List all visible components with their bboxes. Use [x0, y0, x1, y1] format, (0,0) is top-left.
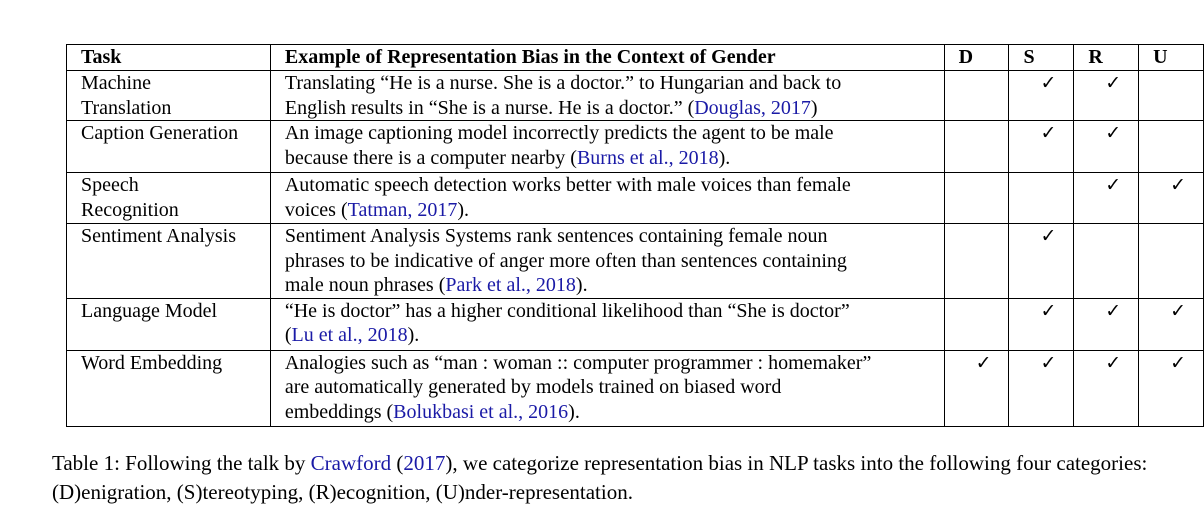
caption-paren-close: ) — [445, 451, 453, 475]
citation-close: ). — [575, 274, 588, 296]
citation-close: ). — [568, 400, 580, 423]
table-row-speech-recognition: Speech Recognition Automatic speech dete… — [66, 172, 1204, 224]
citation-link[interactable]: Park et al., 2018 — [445, 274, 576, 296]
check-s: ✓ — [1008, 120, 1075, 173]
task-line: Machine — [81, 72, 151, 94]
check-d — [943, 297, 1010, 351]
check-d: ✓ — [943, 349, 1010, 427]
check-r: ✓ — [1073, 70, 1140, 121]
example-line: An image captioning model incorrectly pr… — [284, 122, 834, 144]
check-u: ✓ — [1138, 349, 1204, 427]
caption-prefix: Table 1: Following the talk by — [52, 451, 311, 475]
task-line: Speech — [81, 174, 139, 196]
table-row-sentiment-analysis: Sentiment Analysis Sentiment Analysis Sy… — [66, 223, 1204, 299]
check-s: ✓ — [1008, 70, 1075, 121]
task-cell: Sentiment Analysis — [66, 223, 271, 299]
check-s: ✓ — [1008, 349, 1075, 427]
task-line: Word Embedding — [81, 351, 223, 374]
header-example: Example of Representation Bias in the Co… — [269, 44, 945, 71]
example-cell: An image captioning model incorrectly pr… — [269, 120, 945, 173]
task-cell: Speech Recognition — [66, 172, 271, 224]
example-line: male noun phrases ( — [284, 274, 446, 296]
task-line: Language Model — [81, 299, 218, 322]
check-u — [1138, 223, 1204, 299]
header-d: D — [943, 44, 1010, 71]
citation-link[interactable]: Douglas, 2017 — [694, 96, 811, 119]
table-header-row: Task Example of Representation Bias in t… — [66, 44, 1204, 71]
example-cell: Translating “He is a nurse. She is a doc… — [269, 70, 945, 121]
check-r: ✓ — [1073, 172, 1140, 224]
table-row-language-model: Language Model “He is doctor” has a high… — [66, 297, 1204, 351]
example-line: Analogies such as “man : woman :: comput… — [284, 351, 872, 374]
check-u — [1138, 120, 1204, 173]
example-cell: “He is doctor” has a higher conditional … — [269, 297, 945, 351]
task-cell: Language Model — [66, 297, 271, 351]
table-caption: Table 1: Following the talk by Crawford … — [52, 449, 1192, 507]
example-line: phrases to be indicative of anger more o… — [284, 249, 847, 272]
task-line: Translation — [81, 96, 172, 119]
check-r: ✓ — [1073, 120, 1140, 173]
example-line: “He is doctor” has a higher conditional … — [284, 299, 850, 322]
check-s: ✓ — [1008, 223, 1075, 299]
check-u: ✓ — [1138, 297, 1204, 351]
check-d — [943, 172, 1010, 224]
example-line: are automatically generated by models tr… — [284, 376, 782, 398]
task-line: Caption Generation — [81, 122, 239, 144]
caption-paren-open: ( — [391, 451, 404, 475]
citation-link[interactable]: Lu et al., 2018 — [291, 324, 408, 346]
citation-link[interactable]: Burns et al., 2018 — [576, 146, 719, 169]
task-line: Recognition — [81, 198, 179, 221]
task-cell: Caption Generation — [66, 120, 271, 173]
check-d — [943, 70, 1010, 121]
example-cell: Automatic speech detection works better … — [269, 172, 945, 224]
example-line: voices ( — [284, 198, 348, 221]
citation-link[interactable]: Tatman, 2017 — [347, 198, 458, 221]
check-d — [943, 120, 1010, 173]
check-u — [1138, 70, 1204, 121]
check-s: ✓ — [1008, 297, 1075, 351]
check-s — [1008, 172, 1075, 224]
example-line: ( — [284, 324, 292, 346]
example-line: Translating “He is a nurse. She is a doc… — [284, 72, 842, 94]
table-row-machine-translation: Machine Translation Translating “He is a… — [66, 70, 1204, 121]
citation-link[interactable]: Bolukbasi et al., 2016 — [393, 400, 569, 423]
check-d — [943, 223, 1010, 299]
example-line: Sentiment Analysis Systems rank sentence… — [284, 225, 828, 247]
example-line: English results in “She is a nurse. He i… — [284, 96, 695, 119]
header-r: R — [1073, 44, 1140, 71]
citation-close: ). — [407, 324, 420, 346]
check-u: ✓ — [1138, 172, 1204, 224]
header-task: Task — [66, 44, 271, 71]
example-cell: Sentiment Analysis Systems rank sentence… — [269, 223, 945, 299]
representation-bias-table: Task Example of Representation Bias in t… — [66, 44, 1204, 427]
example-line: Automatic speech detection works better … — [284, 174, 851, 196]
caption-suffix: , we categorize representation bias in N… — [52, 451, 1148, 504]
caption-citation-name[interactable]: Crawford — [310, 451, 392, 475]
example-line: embeddings ( — [284, 400, 394, 423]
check-r: ✓ — [1073, 349, 1140, 427]
check-r — [1073, 223, 1140, 299]
table-row-word-embedding: Word Embedding Analogies such as “man : … — [66, 349, 1204, 427]
example-cell: Analogies such as “man : woman :: comput… — [269, 349, 945, 427]
citation-close: ) — [810, 96, 818, 119]
table-row-caption-generation: Caption Generation An image captioning m… — [66, 120, 1204, 173]
task-cell: Machine Translation — [66, 70, 271, 121]
header-s: S — [1008, 44, 1075, 71]
check-r: ✓ — [1073, 297, 1140, 351]
citation-close: ). — [718, 146, 731, 169]
task-line: Sentiment Analysis — [81, 225, 236, 247]
header-u: U — [1138, 44, 1204, 71]
example-line: because there is a computer nearby ( — [284, 146, 577, 169]
citation-close: ). — [457, 198, 469, 221]
task-cell: Word Embedding — [66, 349, 271, 427]
caption-citation-year[interactable]: 2017 — [403, 451, 446, 475]
